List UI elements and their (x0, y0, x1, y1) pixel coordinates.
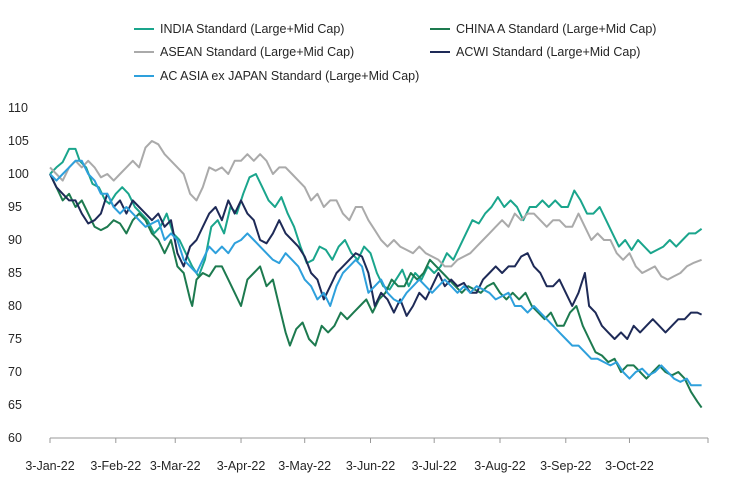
legend-item: AC ASIA ex JAPAN Standard (Large+Mid Cap… (134, 69, 419, 83)
y-tick-label: 100 (8, 167, 29, 181)
y-tick-label: 75 (8, 332, 22, 346)
legend-label: ACWI Standard (Large+Mid Cap) (456, 45, 641, 59)
legend-item: ACWI Standard (Large+Mid Cap) (430, 45, 640, 59)
legend-item: INDIA Standard (Large+Mid Cap) (134, 22, 344, 36)
legend-label: ASEAN Standard (Large+Mid Cap) (160, 45, 355, 59)
y-tick-label: 90 (8, 233, 22, 247)
y-tick-label: 105 (8, 134, 29, 148)
y-tick-label: 110 (8, 101, 28, 115)
legend-swatch (430, 28, 450, 30)
legend-swatch (430, 51, 450, 53)
chart-legend: INDIA Standard (Large+Mid Cap) CHINA A St… (0, 0, 737, 100)
series-line-3 (49, 140, 702, 281)
legend-swatch (134, 28, 154, 30)
x-tick-label: 3-Aug-22 (474, 459, 525, 473)
x-tick-label: 3-Jan-22 (25, 459, 74, 473)
y-tick-label: 80 (8, 299, 22, 313)
series-line-1 (49, 147, 703, 291)
y-tick-label: 85 (8, 266, 22, 280)
y-tick-label: 60 (8, 431, 22, 445)
y-tick-label: 65 (8, 398, 22, 412)
y-tick-label: 70 (8, 365, 22, 379)
x-tick-label: 3-Apr-22 (217, 459, 266, 473)
y-tick-label: 95 (8, 200, 22, 214)
x-tick-label: 3-Jun-22 (346, 459, 395, 473)
legend-item: ASEAN Standard (Large+Mid Cap) (134, 45, 354, 59)
series-line-2 (49, 173, 703, 409)
legend-item: CHINA A Standard (Large+Mid Cap) (430, 22, 656, 36)
x-tick-label: 3-Sep-22 (540, 459, 591, 473)
series-line-4 (49, 173, 703, 340)
series-line-5 (49, 159, 702, 387)
x-tick-label: 3-Feb-22 (90, 459, 141, 473)
legend-swatch (134, 51, 154, 53)
legend-label: INDIA Standard (Large+Mid Cap) (160, 22, 345, 36)
x-tick-label: 3-Mar-22 (150, 459, 201, 473)
x-tick-label: 3-Jul-22 (412, 459, 457, 473)
legend-swatch (134, 75, 154, 77)
legend-label: CHINA A Standard (Large+Mid Cap) (456, 22, 657, 36)
x-tick-label: 3-May-22 (278, 459, 331, 473)
legend-label: AC ASIA ex JAPAN Standard (Large+Mid Cap… (160, 69, 420, 83)
x-tick-label: 3-Oct-22 (605, 459, 654, 473)
